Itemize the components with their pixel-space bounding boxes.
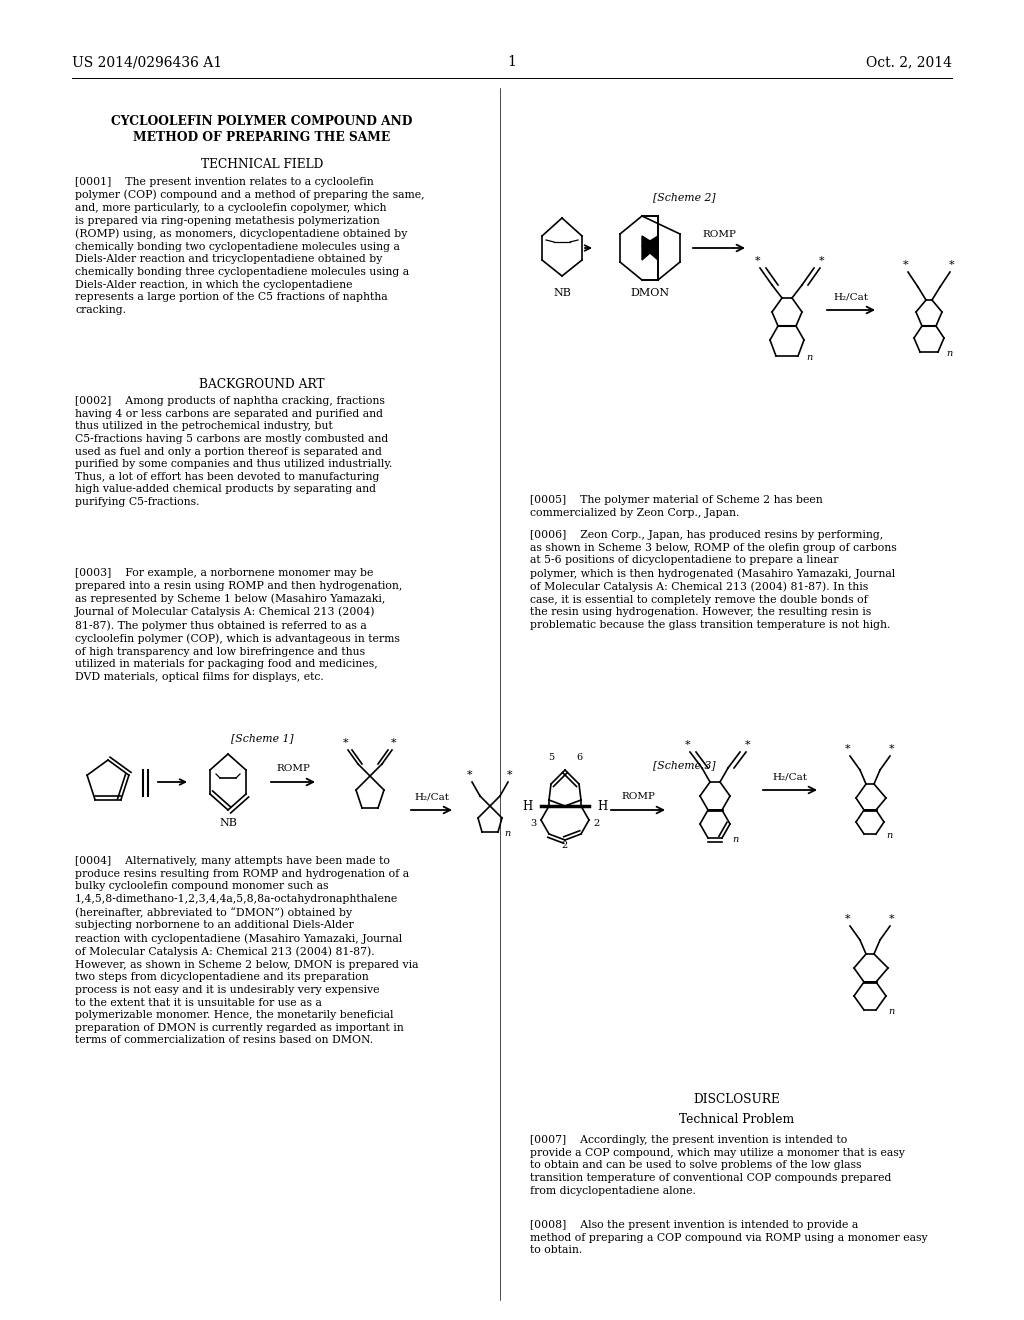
Text: n: n (946, 348, 952, 358)
Text: *: * (889, 913, 895, 924)
Text: n: n (732, 836, 738, 843)
Text: n: n (806, 352, 812, 362)
Text: *: * (889, 744, 895, 754)
Polygon shape (642, 236, 658, 260)
Text: [0008]    Also the present invention is intended to provide a
method of preparin: [0008] Also the present invention is int… (530, 1220, 928, 1255)
Text: *: * (343, 738, 349, 748)
Text: n: n (504, 829, 510, 838)
Text: n: n (886, 832, 892, 840)
Text: 2: 2 (562, 841, 568, 850)
Text: Technical Problem: Technical Problem (679, 1113, 795, 1126)
Text: Oct. 2, 2014: Oct. 2, 2014 (866, 55, 952, 69)
Text: BACKGROUND ART: BACKGROUND ART (200, 378, 325, 391)
Text: [0004]    Alternatively, many attempts have been made to
produce resins resultin: [0004] Alternatively, many attempts have… (75, 855, 419, 1045)
Text: [0006]    Zeon Corp., Japan, has produced resins by performing,
as shown in Sche: [0006] Zeon Corp., Japan, has produced r… (530, 531, 897, 630)
Text: [0007]    Accordingly, the present invention is intended to
provide a COP compou: [0007] Accordingly, the present inventio… (530, 1135, 905, 1196)
Text: [Scheme 2]: [Scheme 2] (652, 191, 716, 202)
Text: NB: NB (219, 818, 237, 828)
Text: ROMP: ROMP (702, 230, 736, 239)
Text: [Scheme 3]: [Scheme 3] (652, 760, 716, 770)
Text: DMON: DMON (631, 288, 670, 298)
Text: H: H (522, 800, 534, 813)
Text: H₂/Cat: H₂/Cat (414, 792, 449, 801)
Text: [Scheme 1]: [Scheme 1] (230, 733, 293, 743)
Text: ROMP: ROMP (276, 764, 310, 774)
Text: *: * (845, 913, 851, 924)
Text: *: * (685, 741, 691, 750)
Text: *: * (755, 256, 761, 267)
Text: H₂/Cat: H₂/Cat (834, 292, 868, 301)
Text: 6: 6 (575, 752, 582, 762)
Text: METHOD OF PREPARING THE SAME: METHOD OF PREPARING THE SAME (133, 131, 390, 144)
Polygon shape (642, 236, 658, 260)
Text: ROMP: ROMP (622, 792, 655, 801)
Text: 1: 1 (508, 55, 516, 69)
Text: H₂/Cat: H₂/Cat (772, 772, 808, 781)
Text: *: * (903, 260, 909, 271)
Text: *: * (467, 770, 473, 780)
Text: 2: 2 (594, 818, 600, 828)
Text: 5: 5 (548, 752, 554, 762)
Text: TECHNICAL FIELD: TECHNICAL FIELD (201, 158, 324, 172)
Text: *: * (949, 260, 954, 271)
Text: DISCLOSURE: DISCLOSURE (693, 1093, 780, 1106)
Text: [0002]    Among products of naphtha cracking, fractions
having 4 or less carbons: [0002] Among products of naphtha crackin… (75, 396, 392, 507)
Text: *: * (507, 770, 513, 780)
Text: H: H (597, 800, 607, 813)
Text: [0005]    The polymer material of Scheme 2 has been
commercialized by Zeon Corp.: [0005] The polymer material of Scheme 2 … (530, 495, 822, 517)
Text: 3: 3 (529, 818, 537, 828)
Text: n: n (888, 1007, 894, 1016)
Text: *: * (391, 738, 397, 748)
Text: US 2014/0296436 A1: US 2014/0296436 A1 (72, 55, 222, 69)
Text: *: * (819, 256, 824, 267)
Text: NB: NB (553, 288, 571, 298)
Text: *: * (745, 741, 751, 750)
Text: [0003]    For example, a norbornene monomer may be
prepared into a resin using R: [0003] For example, a norbornene monomer… (75, 568, 402, 682)
Text: *: * (845, 744, 851, 754)
Text: CYCLOOLEFIN POLYMER COMPOUND AND: CYCLOOLEFIN POLYMER COMPOUND AND (112, 115, 413, 128)
Text: [0001]    The present invention relates to a cycloolefin
polymer (COP) compound : [0001] The present invention relates to … (75, 177, 425, 315)
